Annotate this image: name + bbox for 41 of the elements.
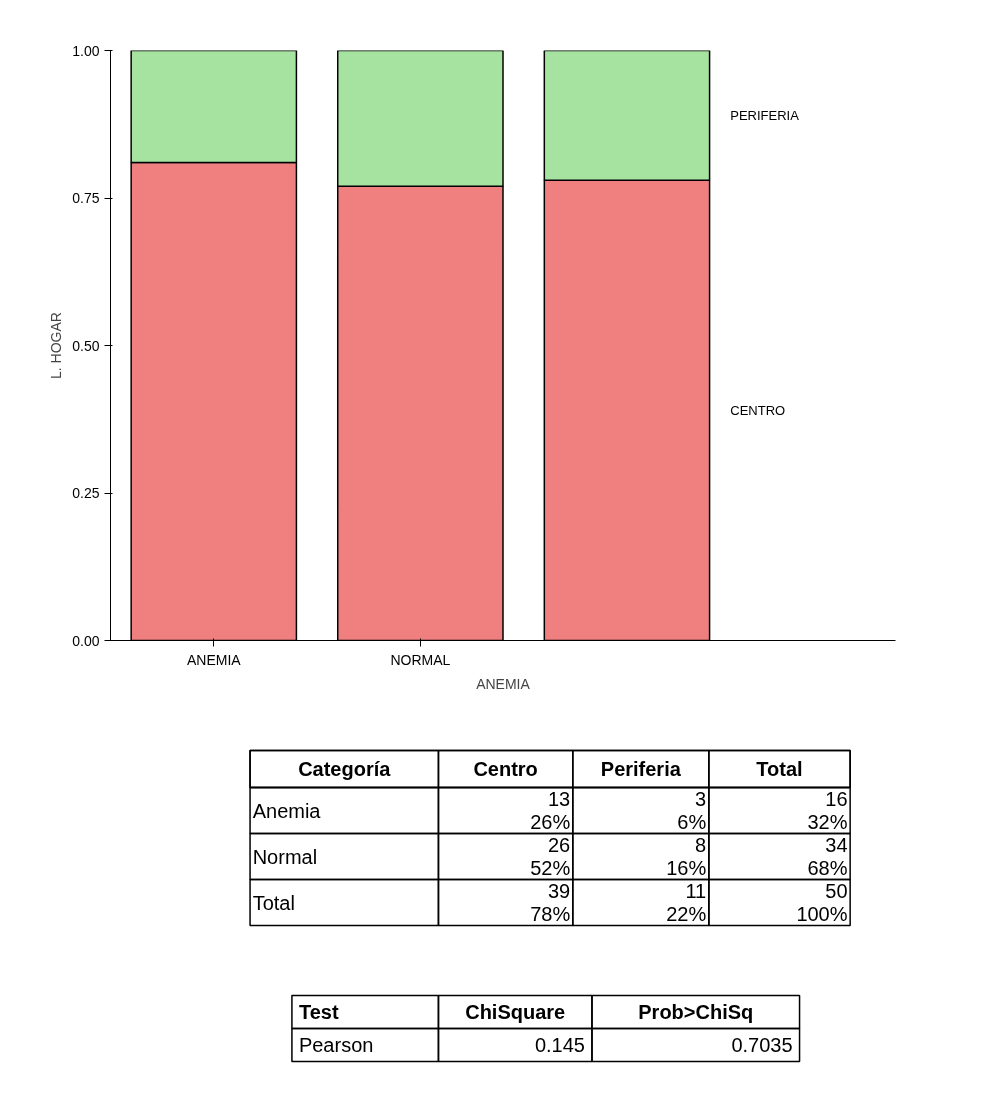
text: 3 xyxy=(695,788,707,810)
x-axis-title: ANEMIA xyxy=(476,675,531,692)
text: 32% xyxy=(807,811,848,833)
text: Centro xyxy=(473,758,538,780)
y-tick-label: 1.00 xyxy=(72,42,100,59)
series-label: CENTRO xyxy=(730,402,786,418)
text: 26% xyxy=(530,811,571,833)
text: 16% xyxy=(666,857,707,879)
text: Prob>ChiSq xyxy=(638,1000,754,1023)
text: 26 xyxy=(547,834,571,856)
y-tick-label: 0.75 xyxy=(72,190,100,206)
series-label: PERIFERIA xyxy=(730,107,800,123)
text: 16 xyxy=(825,788,848,810)
text: 6% xyxy=(677,811,707,833)
y-tick-label: 0.50 xyxy=(72,337,100,354)
text: 78% xyxy=(530,903,571,925)
text: ChiSquare xyxy=(465,1000,566,1023)
text: 34 xyxy=(825,834,848,856)
text: 50 xyxy=(825,880,848,902)
text: 52% xyxy=(530,857,571,879)
text: 68% xyxy=(807,857,848,879)
text: 8 xyxy=(695,834,707,856)
x-tick-label: NORMAL xyxy=(390,651,451,668)
text: Pearson xyxy=(298,1033,374,1056)
text: Categoría xyxy=(298,758,392,780)
text: 13 xyxy=(547,788,571,810)
text: 100% xyxy=(796,903,848,925)
text: 39 xyxy=(547,880,571,902)
text: Normal xyxy=(252,845,318,868)
text: Test xyxy=(298,1000,339,1023)
text: Periferia xyxy=(600,758,682,780)
text: Total xyxy=(252,891,295,914)
text: 0.7035 xyxy=(731,1033,793,1056)
text: Total xyxy=(756,758,803,780)
y-axis-title: L. HOGAR xyxy=(48,312,65,379)
text: 0.145 xyxy=(534,1033,585,1056)
y-tick-label: 0.25 xyxy=(72,485,100,501)
text: Anemia xyxy=(252,799,322,822)
y-tick-label: 0.00 xyxy=(72,632,100,649)
text: 11 xyxy=(685,880,707,902)
text: 22% xyxy=(666,903,707,925)
